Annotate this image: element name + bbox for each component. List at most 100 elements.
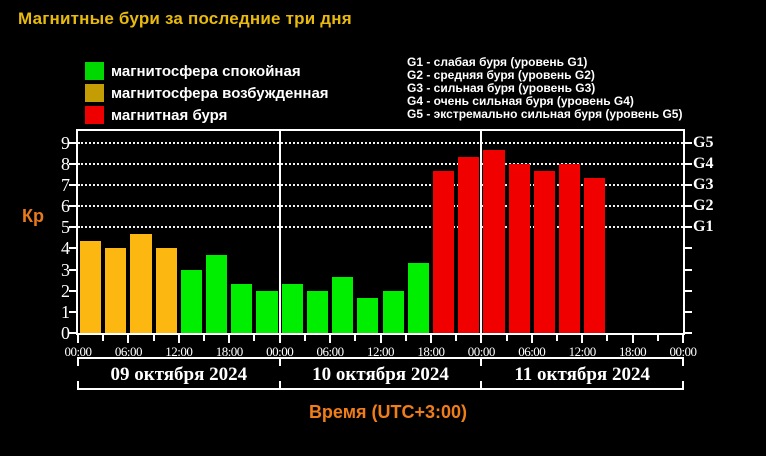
time-tick-label: 12:00: [165, 344, 193, 359]
date-bracket-tick: [480, 381, 483, 390]
legend-swatch-storm-icon: [85, 106, 104, 124]
x-axis-tick: [682, 335, 684, 343]
storm-level-line-g1: G1 - слабая буря (уровень G1): [407, 55, 588, 69]
kp-bar: [80, 241, 102, 333]
x-axis-tick: [379, 335, 382, 343]
gridline-kp8: [78, 162, 683, 165]
date-label: 09 октября 2024: [110, 364, 248, 385]
kp-bar: [483, 150, 505, 333]
y-axis-tick-right: [685, 226, 692, 229]
y-axis-tick: [69, 332, 76, 334]
time-tick-label: 18:00: [619, 344, 647, 359]
y-axis-tick: [69, 162, 76, 165]
x-axis-tick: [455, 335, 458, 341]
legend-swatch-quiet-icon: [85, 62, 104, 80]
date-bracket-tick: [682, 381, 684, 390]
kp-bar: [357, 298, 379, 333]
storm-level-descriptions: G1 - слабая буря (уровень G1) G2 - средн…: [407, 56, 682, 121]
kp-bar: [130, 234, 152, 333]
x-axis-tick: [505, 335, 508, 341]
legend-label: магнитосфера спокойная: [111, 62, 301, 80]
x-axis-tick: [278, 335, 281, 343]
chart-legend: магнитосфера спокойная магнитосфера возб…: [85, 60, 329, 126]
x-axis-tick: [77, 335, 79, 343]
x-axis-tick: [152, 335, 155, 341]
y-axis-tick: [69, 183, 76, 186]
time-tick-label: 00:00: [669, 344, 697, 359]
date-bracket-bottom-line: [77, 388, 684, 390]
kp-bar: [180, 270, 203, 333]
y-axis-tick: [69, 268, 76, 271]
g-level-label-g1: G1: [693, 218, 714, 236]
y-axis-tick-label: 9: [61, 132, 70, 153]
kp-bar: [584, 178, 606, 333]
x-axis-tick: [606, 335, 609, 341]
y-axis-tick-right: [685, 332, 692, 334]
legend-label: магнитосфера возбужденная: [111, 84, 329, 102]
y-axis-tick: [69, 247, 76, 250]
x-axis-tick: [329, 335, 332, 343]
y-axis-tick-right: [685, 183, 692, 186]
x-axis-tick: [127, 335, 130, 343]
storm-level-line-g5: G5 - экстремально сильная буря (уровень …: [407, 107, 683, 121]
y-axis-tick-label: 8: [61, 153, 70, 174]
kp-bar: [281, 284, 303, 333]
x-axis-tick: [253, 335, 256, 341]
kp-bar: [256, 291, 278, 333]
day-separator: [278, 131, 281, 333]
date-bracket-tick: [278, 381, 281, 390]
y-axis-tick-label: 5: [61, 217, 70, 238]
x-axis-tick: [102, 335, 105, 341]
kp-bar: [155, 248, 177, 333]
x-axis-tick: [480, 335, 483, 343]
x-axis-tick: [581, 335, 584, 343]
y-axis-tick-label: 2: [61, 280, 70, 301]
y-axis-tick-right: [685, 289, 692, 292]
x-axis-tick: [631, 335, 634, 343]
kp-bar: [206, 255, 228, 333]
time-tick-label: 06:00: [518, 344, 546, 359]
y-axis-tick-label: 1: [61, 301, 70, 322]
kp-bar: [533, 171, 555, 333]
kp-bar: [407, 263, 429, 333]
kp-bar: [458, 157, 480, 333]
legend-label: магнитная буря: [111, 106, 228, 124]
y-axis-tick-right: [685, 141, 692, 144]
x-axis-tick: [404, 335, 407, 341]
y-axis-tick-right: [685, 247, 692, 250]
y-axis-tick: [69, 310, 76, 313]
gridline-kp9: [78, 141, 683, 144]
date-label: 11 октября 2024: [514, 364, 650, 385]
legend-item-storm: магнитная буря: [85, 104, 329, 126]
legend-item-excited: магнитосфера возбужденная: [85, 82, 329, 104]
time-tick-label: 18:00: [417, 344, 445, 359]
gridline-kp6: [78, 205, 683, 208]
date-bracket-tick: [480, 357, 483, 366]
storm-level-line-g4: G4 - очень сильная буря (уровень G4): [407, 94, 634, 108]
time-tick-label: 00:00: [64, 344, 92, 359]
y-axis-tick-right: [685, 268, 692, 271]
y-axis-tick-label: 3: [61, 259, 70, 280]
y-axis-tick: [69, 226, 76, 229]
time-tick-label: 06:00: [316, 344, 345, 359]
x-axis-tick: [177, 335, 180, 343]
y-axis-tick-label: 4: [61, 238, 70, 259]
gridline-kp5: [78, 226, 683, 229]
day-separator: [480, 131, 483, 333]
plot-area: 0 1 2 3 4 5 6 7 8 9 G5 G4 G3 G2 G1 00:00 06:00 12:00 18:00…: [61, 129, 713, 359]
storm-level-line-g2: G2 - средняя буря (уровень G2): [407, 68, 595, 82]
y-axis-tick: [69, 289, 76, 292]
x-axis-tick: [555, 335, 558, 341]
x-axis-tick: [656, 335, 659, 341]
legend-swatch-excited-icon: [85, 84, 104, 102]
kp-bar: [306, 291, 329, 333]
y-axis-tick-label: 6: [61, 196, 70, 217]
date-bracket-top-line: [77, 357, 684, 359]
x-axis-tick: [228, 335, 231, 343]
kp-bar: [432, 171, 455, 333]
date-bracket-tick: [682, 357, 684, 366]
x-axis-title: Время (UTC+3:00): [308, 402, 468, 422]
kp-bar: [105, 248, 127, 333]
y-axis-tick: [69, 141, 76, 144]
